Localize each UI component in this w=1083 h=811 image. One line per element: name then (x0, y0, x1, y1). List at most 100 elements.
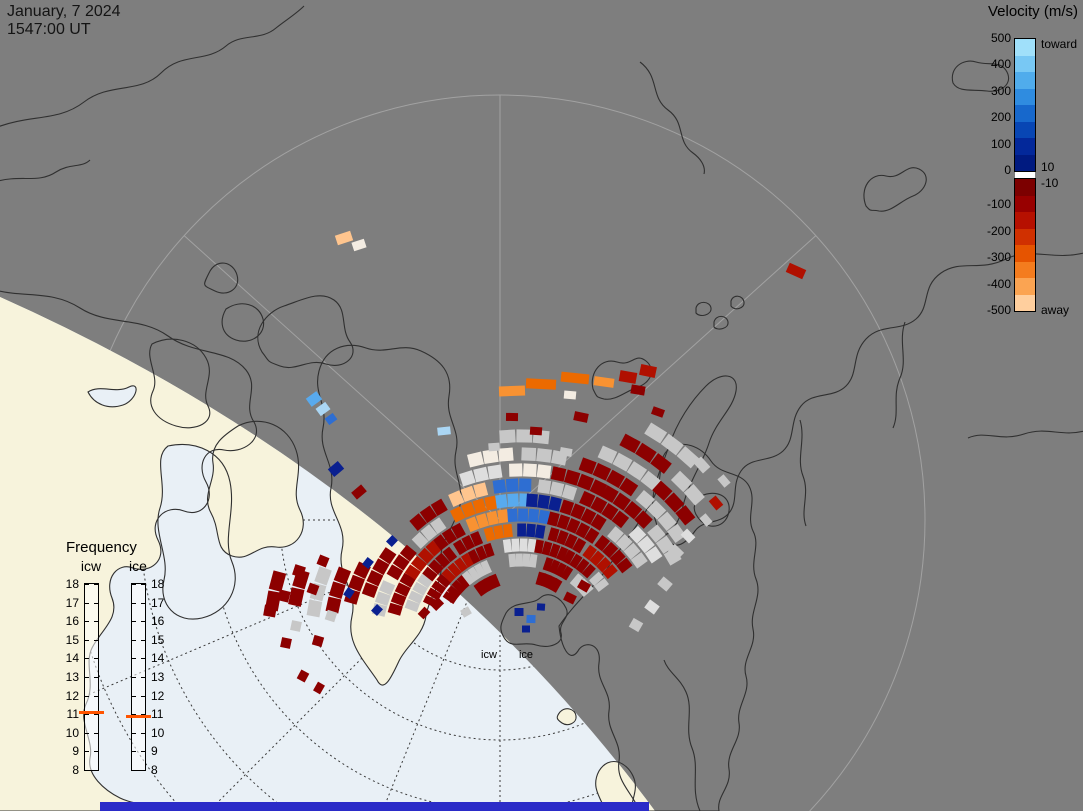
frequency-tick-label: 11 (66, 707, 79, 722)
radar-cell (305, 391, 323, 407)
radar-cell (460, 552, 475, 568)
radar-cell (619, 477, 639, 497)
radar-cell (628, 525, 647, 544)
velocity-colorbar-toward (1014, 38, 1036, 172)
radar-cell (600, 485, 619, 503)
frequency-tick-mark (85, 602, 89, 604)
radar-cell (518, 508, 529, 522)
velocity-tick-label: -100 (986, 197, 1011, 212)
frequency-tick-mark (132, 658, 136, 660)
radar-cell (529, 426, 543, 436)
frequency-tick-label: 15 (65, 632, 79, 647)
frequency-tick-label: 18 (151, 577, 165, 591)
date-label: January, 7 2024 (7, 3, 121, 20)
radar-cell (594, 535, 611, 552)
radar-cell (372, 558, 390, 576)
radar-cell (315, 401, 331, 417)
radar-cell (296, 669, 310, 683)
radar-cell (573, 411, 589, 423)
radar-cell (437, 426, 451, 436)
radar-cell (473, 466, 490, 483)
radar-cell (667, 523, 687, 544)
frequency-tick-label: 10 (65, 725, 79, 740)
radar-cell (517, 523, 526, 537)
radar-cell (657, 511, 677, 532)
radar-cell (480, 560, 492, 575)
frequency-tick-label: 9 (151, 744, 158, 759)
radar-cell (497, 509, 509, 524)
radar-cell (582, 544, 598, 561)
frequency-tick-mark (141, 602, 145, 604)
radar-cell (699, 513, 713, 527)
radar-cell (459, 470, 476, 487)
coastline-white-sea (693, 492, 730, 527)
radar-cell (392, 554, 410, 571)
coastline-chukotka-inlet (0, 159, 91, 182)
radar-cell (482, 448, 499, 464)
away-label: away (1041, 303, 1070, 317)
radar-site-label-icw: icw (481, 649, 497, 661)
radar-cell (708, 495, 724, 511)
baffin-island-fill (207, 421, 304, 558)
radar-cell (546, 511, 560, 527)
coastline-new-siberian-islands (951, 60, 1009, 92)
frequency-marker-icw (79, 711, 104, 715)
radar-cell (425, 540, 442, 557)
radar-cell (417, 573, 433, 589)
radar-cell (618, 370, 638, 384)
radar-cell (602, 541, 619, 559)
coastline-kara-coast (967, 430, 1083, 439)
radar-cell (404, 564, 421, 580)
radar-cell (560, 371, 590, 385)
radar-cell (460, 501, 476, 518)
radar-cell (580, 508, 597, 525)
frequency-tick-label: 9 (72, 744, 79, 759)
zero-tick-label: -10 (1041, 176, 1059, 190)
radar-cell (451, 522, 466, 539)
radar-cell (499, 429, 516, 444)
radar-cell (664, 492, 685, 513)
radar-cell (569, 573, 584, 588)
great-bear-lake-fill (88, 385, 137, 407)
radar-cell (478, 578, 492, 594)
radar-cell (489, 573, 501, 589)
radar-cell (560, 565, 574, 581)
coastline-victoria-island (149, 338, 211, 429)
radar-cell (433, 534, 449, 551)
frequency-tick-label: 12 (65, 688, 79, 703)
radar-cell (292, 564, 306, 578)
radar-cell (452, 539, 468, 556)
colorbar-block-toward (1015, 88, 1035, 105)
radar-cell (572, 537, 587, 554)
frequency-tick-mark (141, 751, 145, 753)
frequency-scale-bar-ice (131, 583, 146, 771)
radar-cell (602, 564, 618, 580)
frequency-tick-label: 10 (151, 725, 165, 740)
radar-cell (378, 580, 396, 596)
colorbar-block-away (1015, 228, 1035, 245)
radar-cell (351, 484, 367, 500)
coastline-banks-island (221, 303, 265, 342)
radar-cell (460, 606, 472, 618)
radar-cell (615, 534, 633, 552)
colorbar-block-away (1015, 294, 1035, 311)
radar-cell (675, 505, 696, 526)
frequency-tick-mark (85, 714, 89, 716)
radar-cell (534, 539, 544, 554)
coastline-baffin-island (206, 420, 304, 558)
radar-cell (635, 489, 655, 510)
frequency-tick-mark (132, 621, 136, 623)
radar-cell (525, 493, 538, 508)
radar-cell (589, 550, 605, 567)
frequency-tick-mark (85, 770, 89, 771)
playback-progress-bar[interactable] (100, 802, 649, 811)
radar-cell (584, 527, 600, 544)
radar-cell (386, 564, 404, 581)
colorbar-block-toward (1015, 138, 1035, 155)
radar-cell (472, 498, 487, 514)
frequency-column-label-icw: icw (80, 558, 102, 574)
radar-cell (667, 543, 685, 561)
radar-cell (328, 581, 346, 599)
frequency-tick-label: 13 (151, 670, 165, 684)
radar-cell (657, 576, 673, 592)
